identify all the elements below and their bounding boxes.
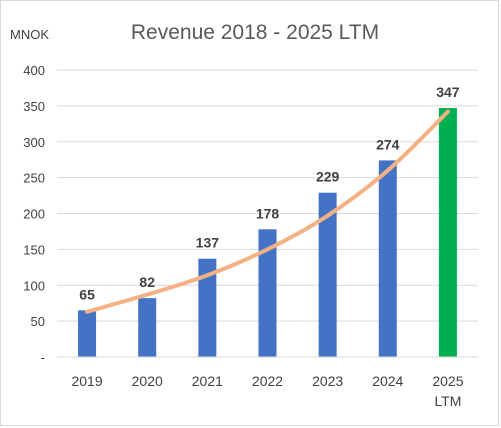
data-label: 347 xyxy=(436,84,460,100)
chart-title: Revenue 2018 - 2025 LTM xyxy=(131,21,379,44)
x-tick-label: 2023 xyxy=(312,373,343,389)
y-tick-label: 150 xyxy=(23,242,45,257)
bar xyxy=(378,160,397,357)
y-tick-label: 300 xyxy=(23,135,45,150)
data-label: 137 xyxy=(196,235,220,251)
y-tick-label: 400 xyxy=(23,63,45,78)
y-tick-label: 350 xyxy=(23,99,45,114)
data-label: 229 xyxy=(316,169,340,185)
y-axis-unit-label: MNOK xyxy=(10,27,49,42)
data-label: 65 xyxy=(79,286,95,302)
y-tick-label: - xyxy=(41,350,45,365)
trendline xyxy=(85,109,450,314)
data-label: 274 xyxy=(376,136,400,152)
bar xyxy=(198,258,217,357)
x-tick-label: 2025 xyxy=(432,373,463,389)
x-tick-label: 2020 xyxy=(132,373,163,389)
bar xyxy=(138,298,157,357)
x-tick-label: LTM xyxy=(434,393,461,409)
x-tick-label: 2021 xyxy=(192,373,223,389)
y-tick-label: 50 xyxy=(31,314,45,329)
x-tick-label: 2019 xyxy=(71,373,102,389)
x-tick-label: 2022 xyxy=(252,373,283,389)
y-tick-label: 100 xyxy=(23,278,45,293)
bar xyxy=(78,310,97,357)
x-tick-label: 2024 xyxy=(372,373,403,389)
bar xyxy=(318,192,337,357)
y-tick-label: 200 xyxy=(23,207,45,222)
y-tick-label: 250 xyxy=(23,171,45,186)
bar xyxy=(258,229,277,357)
bar xyxy=(438,108,457,357)
data-label: 82 xyxy=(139,274,155,290)
data-label: 178 xyxy=(256,205,280,221)
